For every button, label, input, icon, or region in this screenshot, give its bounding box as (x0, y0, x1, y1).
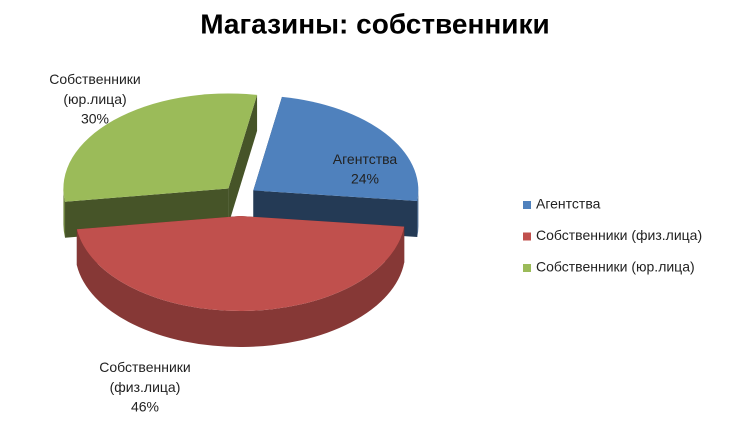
legend-label: Собственники (юр.лица) (536, 259, 695, 275)
data-label-name: Агентства (333, 151, 398, 167)
slice-wall (228, 94, 258, 225)
chart-title: Магазины: собственники (200, 8, 549, 39)
slice-side (417, 190, 419, 238)
legend-label: Собственники (физ.лица) (536, 227, 702, 243)
slice-top (253, 96, 419, 202)
data-label-name: Собственники (физ.лица) (99, 359, 190, 395)
data-label-value: 30% (81, 111, 109, 127)
data-label-value: 46% (131, 399, 159, 415)
slice-top (63, 93, 258, 202)
slice (76, 215, 405, 347)
slice-side (63, 188, 66, 238)
legend-swatch (523, 201, 531, 209)
legend-label: Агентства (536, 196, 601, 212)
slice-top (76, 215, 405, 311)
slice-side (76, 226, 405, 347)
data-label-name: Собственники (юр.лица) (49, 71, 140, 107)
legend-swatch (523, 264, 531, 272)
legend-swatch (523, 232, 531, 241)
data-label-value: 24% (351, 171, 379, 187)
